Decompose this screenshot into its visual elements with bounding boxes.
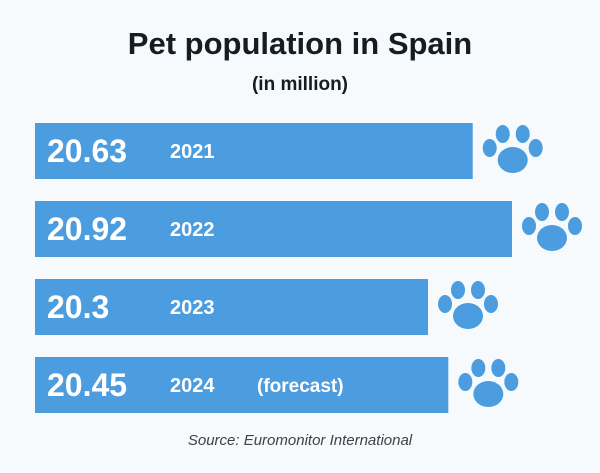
bar <box>35 201 512 257</box>
paw-toe <box>504 373 519 391</box>
paw-pad <box>473 381 504 407</box>
bar-category-label: 2022 <box>170 219 215 241</box>
paw-pad <box>497 147 528 173</box>
bar-value-label: 20.92 <box>47 211 127 247</box>
source-note: Source: Euromonitor International <box>187 432 413 449</box>
bar-value-label: 20.63 <box>47 133 127 169</box>
paw-toe <box>515 125 530 143</box>
paw-toe <box>522 217 536 235</box>
paw-icon <box>438 281 498 329</box>
bar-category-label: 2024 <box>170 375 215 397</box>
bar-category-label: 2023 <box>170 297 215 319</box>
chart-title: Pet population in Spain <box>127 26 473 61</box>
chart-subtitle: (in million) <box>251 74 349 95</box>
paw-toe <box>471 359 486 377</box>
bar <box>35 357 449 413</box>
paw-pad <box>453 303 483 329</box>
paw-icon <box>522 203 582 251</box>
bar-category-label: 2021 <box>170 141 215 163</box>
paw-toe <box>438 295 452 313</box>
bar <box>35 279 428 335</box>
paw-toe <box>495 125 510 143</box>
bar-value-label: 20.45 <box>47 367 127 403</box>
paw-toe <box>528 139 543 157</box>
paw-pad <box>537 225 567 251</box>
paw-toe <box>484 295 498 313</box>
paw-toe <box>568 217 582 235</box>
paw-toe <box>535 203 549 221</box>
paw-toe <box>555 203 569 221</box>
bar-value-label: 20.3 <box>47 289 109 325</box>
paw-icon <box>458 359 519 407</box>
paw-toe <box>491 359 506 377</box>
paw-toe <box>451 281 465 299</box>
paw-icon <box>482 125 543 173</box>
bar-category-note: (forecast) <box>257 376 344 397</box>
bar <box>35 123 473 179</box>
paw-toe <box>471 281 485 299</box>
paw-toe <box>458 373 473 391</box>
paw-toe <box>482 139 497 157</box>
